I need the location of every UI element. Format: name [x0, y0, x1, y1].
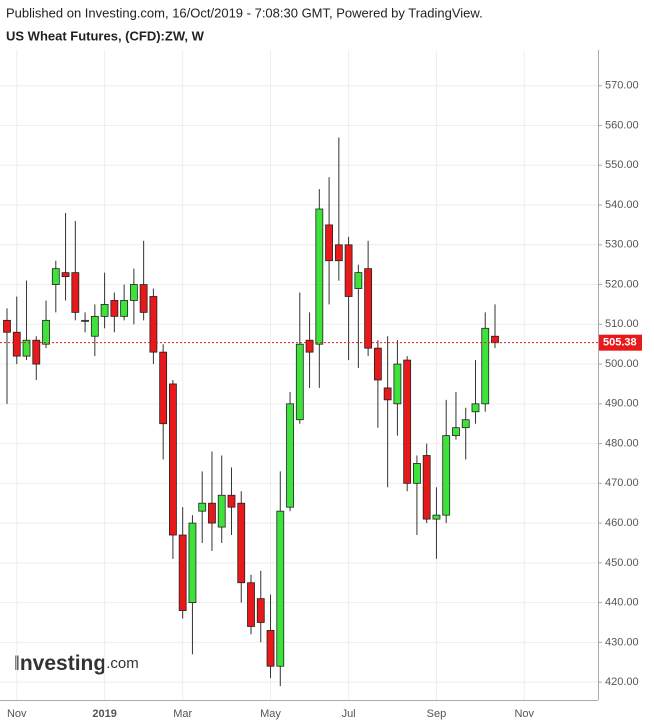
candle-body	[383, 387, 392, 401]
x-tick-label: Mar	[173, 708, 192, 720]
candle-body	[71, 272, 80, 313]
candle-body	[22, 339, 31, 357]
candle-body	[305, 339, 314, 353]
candle-body	[325, 224, 333, 262]
x-tick-label: Nov	[7, 708, 27, 720]
candle-body	[491, 335, 499, 344]
candle-body	[432, 514, 441, 520]
y-tick-label: 430.00	[605, 636, 639, 648]
candle-body	[139, 284, 148, 313]
candle-body	[217, 494, 226, 528]
published-note: Published on Investing.com, 16/Oct/2019 …	[6, 5, 483, 20]
candle-body	[461, 419, 470, 429]
logo: Investing.com	[14, 652, 139, 675]
candle-body	[286, 403, 294, 508]
y-tick-label: 540.00	[605, 199, 639, 211]
candle-body	[442, 435, 451, 516]
y-tick-label: 480.00	[605, 437, 639, 449]
candle-body	[120, 300, 129, 317]
candle-body	[247, 582, 255, 627]
candle-body	[413, 463, 421, 484]
y-tick-label: 550.00	[605, 159, 639, 171]
x-tick-label: May	[260, 708, 281, 720]
y-tick-label: 530.00	[605, 239, 639, 251]
candle-body	[227, 494, 236, 508]
candle-body	[42, 319, 50, 345]
candle-body	[481, 327, 490, 405]
y-tick-label: 450.00	[605, 557, 639, 569]
candle-body	[266, 630, 275, 667]
logo-suffix: .com	[106, 655, 139, 672]
candle-body	[3, 319, 11, 333]
candle-body	[315, 208, 324, 345]
candle-body	[178, 534, 187, 611]
candle-body	[169, 383, 177, 536]
y-tick-label: 570.00	[605, 80, 639, 92]
x-tick-label: Nov	[514, 708, 534, 720]
candle-body	[364, 268, 373, 349]
candle-body	[237, 502, 246, 584]
x-tick-label: Sep	[427, 708, 447, 720]
candle-body	[90, 315, 99, 337]
candle-body	[295, 343, 304, 421]
y-tick-label: 520.00	[605, 278, 639, 290]
y-tick-label: 500.00	[605, 358, 639, 370]
y-tick-label: 560.00	[605, 119, 639, 131]
logo-name: Investing	[14, 652, 106, 675]
y-tick-label: 460.00	[605, 517, 639, 529]
y-tick-label: 420.00	[605, 676, 639, 688]
candle-body	[276, 510, 285, 667]
candle-body	[110, 300, 119, 317]
candle-body	[452, 427, 460, 437]
candle-body	[208, 502, 216, 524]
candle-body	[12, 331, 21, 357]
candle-body	[403, 359, 412, 484]
candle-body	[198, 502, 207, 512]
candle-body	[149, 296, 158, 353]
y-tick-label: 470.00	[605, 477, 639, 489]
y-tick-label: 510.00	[605, 318, 639, 330]
candle-body	[422, 455, 431, 520]
candle-body	[61, 272, 70, 278]
grid	[0, 50, 598, 700]
candle-body	[256, 598, 265, 623]
candle-body	[471, 403, 480, 413]
candle-body	[32, 339, 41, 365]
candle-body	[100, 304, 109, 317]
candle-body	[81, 319, 89, 322]
candle-body	[354, 272, 363, 289]
candle-body	[51, 268, 60, 285]
y-tick-label: 490.00	[605, 398, 639, 410]
x-tick-label: 2019	[92, 708, 116, 720]
candle-body	[159, 351, 168, 425]
candle-body	[188, 522, 197, 603]
candle-body	[393, 363, 402, 405]
x-tick-label: Jul	[342, 708, 356, 720]
candle-body	[344, 244, 353, 297]
candle-body	[129, 284, 138, 301]
last-price-box	[599, 334, 642, 351]
candle-body	[334, 244, 343, 262]
candle-body	[373, 347, 382, 381]
y-tick-label: 440.00	[605, 597, 639, 609]
last-price-label: 505.38	[603, 337, 637, 349]
chart-title: US Wheat Futures, (CFD):ZW, W	[6, 28, 205, 43]
